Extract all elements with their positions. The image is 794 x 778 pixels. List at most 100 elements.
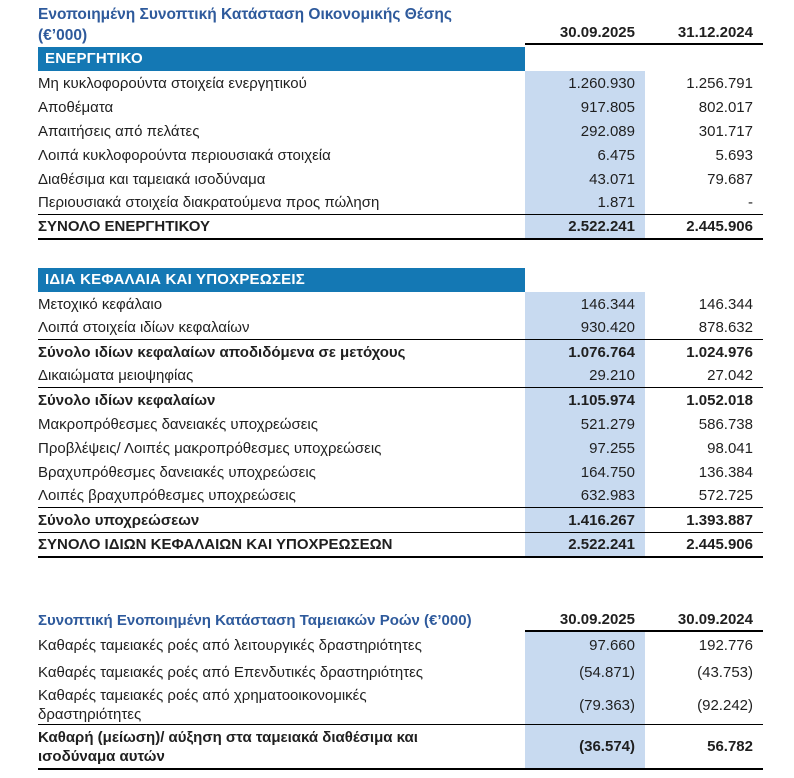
- row-label: Σύνολο ιδίων κεφαλαίων αποδιδόμενα σε με…: [38, 343, 406, 361]
- assets-section-bar-row: ΕΝΕΡΓΗΤΙΚΟ: [38, 47, 763, 71]
- row-value-prior: 5.693: [715, 146, 753, 164]
- cash-flow-net-change-row: Καθαρή (μείωση)/ αύξηση στα ταμειακά δια…: [38, 725, 763, 770]
- balance-sheet-title-line1: Ενοποιημένη Συνοπτική Κατάσταση Οικονομι…: [38, 6, 452, 23]
- section-gap: [38, 240, 763, 266]
- row-value-prior: 192.776: [698, 637, 753, 654]
- balance-sheet-title-line2: (€’000): [38, 27, 88, 44]
- equity-section-bar-row: ΙΔΙΑ ΚΕΦΑΛΑΙΑ ΚΑΙ ΥΠΟΧΡΕΩΣΕΙΣ: [38, 268, 763, 292]
- row-label: Καθαρές ταμειακές ροές από λειτουργικές …: [38, 637, 422, 654]
- row-value-current: 1.105.974: [525, 388, 645, 412]
- row-value-prior: (92.242): [697, 696, 753, 714]
- row-label: Μακροπρόθεσμες δανειακές υποχρεώσεις: [38, 415, 318, 433]
- row-value-current: 917.805: [525, 95, 645, 119]
- table-row: Αποθέματα 917.805 802.017: [38, 95, 763, 119]
- row-value-prior: 1.052.018: [686, 391, 753, 409]
- row-value-prior: 56.782: [707, 738, 753, 755]
- row-value-prior: 146.344: [698, 295, 753, 313]
- table-row: Καθαρές ταμειακές ροές από χρηματοοικονο…: [38, 686, 763, 725]
- row-value-prior: 2.445.906: [686, 536, 753, 553]
- table-row: Μετοχικό κεφάλαιο 146.344 146.344: [38, 292, 763, 316]
- equity-section-header: ΙΔΙΑ ΚΕΦΑΛΑΙΑ ΚΑΙ ΥΠΟΧΡΕΩΣΕΙΣ: [38, 268, 525, 292]
- table-row: Λοιπά στοιχεία ιδίων κεφαλαίων 930.420 8…: [38, 316, 763, 340]
- row-value-current: 6.475: [525, 143, 645, 167]
- row-value-current: (54.871): [525, 659, 645, 686]
- row-label: Απαιτήσεις από πελάτες: [38, 122, 200, 140]
- statement-content: Ενοποιημένη Συνοπτική Κατάσταση Οικονομι…: [38, 6, 763, 770]
- row-value-prior: 1.256.791: [686, 74, 753, 92]
- row-value-prior: 572.725: [698, 487, 753, 504]
- row-value-current: 930.420: [525, 316, 645, 339]
- assets-section-header: ΕΝΕΡΓΗΤΙΚΟ: [38, 47, 525, 71]
- period-header-current: 30.09.2025: [525, 611, 645, 632]
- row-value-current: 1.260.930: [525, 71, 645, 95]
- table-row: Καθαρές ταμειακές ροές από λειτουργικές …: [38, 632, 763, 659]
- balance-sheet-header-row2: (€’000) 30.09.2025 31.12.2024: [38, 24, 763, 45]
- row-label: Διαθέσιμα και ταμειακά ισοδύναμα: [38, 170, 266, 188]
- table-row: Λοιπές βραχυπρόθεσμες υποχρεώσεις 632.98…: [38, 484, 763, 508]
- row-value-current: 632.983: [525, 484, 645, 507]
- table-row: Δικαιώματα μειοψηφίας 29.210 27.042: [38, 364, 763, 388]
- row-value-prior: 79.687: [707, 170, 753, 188]
- row-value-prior: 878.632: [698, 319, 753, 336]
- row-label: Μετοχικό κεφάλαιο: [38, 295, 163, 313]
- row-value-prior: (43.753): [697, 664, 753, 681]
- row-value-current: 1.076.764: [525, 340, 645, 364]
- table-row: Απαιτήσεις από πελάτες 292.089 301.717: [38, 119, 763, 143]
- row-value-prior: 1.024.976: [686, 343, 753, 361]
- row-value-current: 292.089: [525, 119, 645, 143]
- row-value-current: (79.363): [525, 686, 645, 724]
- table-row: Περιουσιακά στοιχεία διακρατούμενα προς …: [38, 191, 763, 215]
- row-value-prior: 98.041: [707, 439, 753, 457]
- row-value-current: 2.522.241: [525, 533, 645, 556]
- row-value-prior: -: [748, 194, 753, 211]
- table-row: Μακροπρόθεσμες δανειακές υποχρεώσεις 521…: [38, 412, 763, 436]
- row-value-current: 29.210: [525, 364, 645, 387]
- row-label: Καθαρές ταμειακές ροές από χρηματοοικονο…: [38, 687, 367, 723]
- row-value-current: 164.750: [525, 460, 645, 484]
- row-value-prior: 2.445.906: [686, 218, 753, 235]
- row-label: Λοιπά στοιχεία ιδίων κεφαλαίων: [38, 319, 250, 336]
- equity-total-row: Σύνολο ιδίων κεφαλαίων 1.105.974 1.052.0…: [38, 388, 763, 412]
- row-label: ΣΥΝΟΛΟ ΕΝΕΡΓΗΤΙΚΟΥ: [38, 218, 210, 235]
- row-label: Σύνολο ιδίων κεφαλαίων: [38, 391, 216, 409]
- liabilities-total-row: Σύνολο υποχρεώσεων 1.416.267 1.393.887: [38, 508, 763, 533]
- row-label: Βραχυπρόθεσμες δανειακές υποχρεώσεις: [38, 463, 316, 481]
- row-value-prior: 802.017: [698, 98, 753, 116]
- row-label: Δικαιώματα μειοψηφίας: [38, 367, 194, 384]
- row-value-current: 97.660: [525, 632, 645, 659]
- row-label: Προβλέψεις/ Λοιπές μακροπρόθεσμες υποχρε…: [38, 439, 382, 457]
- equity-liabilities-grand-total-row: ΣΥΝΟΛΟ ΙΔΙΩΝ ΚΕΦΑΛΑΙΩΝ ΚΑΙ ΥΠΟΧΡΕΩΣΕΩΝ 2…: [38, 533, 763, 558]
- row-label: Λοιπές βραχυπρόθεσμες υποχρεώσεις: [38, 487, 296, 504]
- equity-subtotal-row: Σύνολο ιδίων κεφαλαίων αποδιδόμενα σε με…: [38, 340, 763, 364]
- row-value-prior: 301.717: [698, 122, 753, 140]
- table-row: Προβλέψεις/ Λοιπές μακροπρόθεσμες υποχρε…: [38, 436, 763, 460]
- row-label: Αποθέματα: [38, 98, 114, 116]
- assets-total-row: ΣΥΝΟΛΟ ΕΝΕΡΓΗΤΙΚΟΥ 2.522.241 2.445.906: [38, 215, 763, 240]
- row-value-current: 2.522.241: [525, 215, 645, 238]
- row-value-prior: 136.384: [698, 463, 753, 481]
- row-value-current: 43.071: [525, 167, 645, 191]
- table-row: Καθαρές ταμειακές ροές από Επενδυτικές δ…: [38, 659, 763, 686]
- row-value-current: (36.574): [525, 725, 645, 768]
- row-value-prior: 586.738: [698, 415, 753, 433]
- row-value-prior: 27.042: [707, 367, 753, 384]
- section-gap: [38, 558, 763, 608]
- row-label: Λοιπά κυκλοφορούντα περιουσιακά στοιχεία: [38, 146, 331, 164]
- table-row: Λοιπά κυκλοφορούντα περιουσιακά στοιχεία…: [38, 143, 763, 167]
- row-value-current: 521.279: [525, 412, 645, 436]
- row-value-current: 146.344: [525, 292, 645, 316]
- row-value-current: 1.416.267: [525, 508, 645, 532]
- period-header-prior: 30.09.2024: [645, 611, 763, 632]
- row-label: Καθαρή (μείωση)/ αύξηση στα ταμειακά δια…: [38, 728, 418, 765]
- row-value-current: 1.871: [525, 191, 645, 214]
- row-value-current: 97.255: [525, 436, 645, 460]
- table-row: Μη κυκλοφορούντα στοιχεία ενεργητικού 1.…: [38, 71, 763, 95]
- period-header-current: 30.09.2025: [525, 24, 645, 45]
- table-row: Βραχυπρόθεσμες δανειακές υποχρεώσεις 164…: [38, 460, 763, 484]
- table-row: Διαθέσιμα και ταμειακά ισοδύναμα 43.071 …: [38, 167, 763, 191]
- balance-sheet-header-row1: Ενοποιημένη Συνοπτική Κατάσταση Οικονομι…: [38, 6, 763, 24]
- cash-flow-header-row: Συνοπτική Ενοποιημένη Κατάσταση Ταμειακώ…: [38, 608, 763, 632]
- row-label: Καθαρές ταμειακές ροές από Επενδυτικές δ…: [38, 664, 424, 681]
- row-value-prior: 1.393.887: [686, 511, 753, 529]
